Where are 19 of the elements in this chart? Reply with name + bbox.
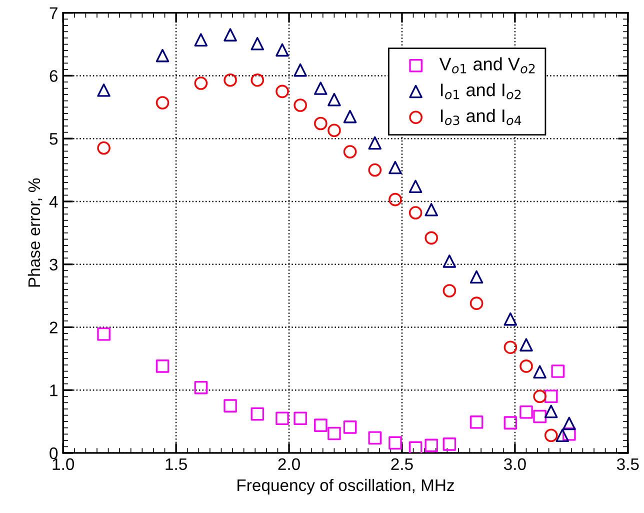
x-tick-label: 3.0 bbox=[504, 458, 526, 470]
x-tick-label: 3.5 bbox=[616, 458, 639, 470]
y-tick-label: 1 bbox=[50, 384, 58, 396]
y-tick-label: 5 bbox=[50, 133, 58, 145]
y-tick-label: 7 bbox=[50, 7, 58, 19]
x-tick-label: 2.0 bbox=[278, 458, 300, 470]
x-tick-label: 1.0 bbox=[52, 458, 74, 470]
y-tick-label: 4 bbox=[49, 196, 58, 208]
x-axis-title: Frequency of oscillation, MHz bbox=[238, 478, 454, 494]
y-axis-title: Phase error, % bbox=[28, 178, 42, 287]
x-tick-label: 1.5 bbox=[166, 458, 187, 470]
x-tick-label: 2.5 bbox=[391, 458, 413, 470]
y-tick-label: 3 bbox=[50, 258, 58, 271]
y-tick-label: 6 bbox=[50, 70, 58, 82]
legend-label: V$_{o1}$ and V$_{o2}$ bbox=[439, 57, 535, 74]
y-tick-label: 2 bbox=[50, 322, 58, 334]
legend-label: I$_{o1}$ and I$_{o2}$ bbox=[440, 83, 521, 100]
legend-label: I$_{o3}$ and I$_{o4}$ bbox=[440, 108, 522, 126]
y-tick-label: 0 bbox=[50, 447, 58, 460]
